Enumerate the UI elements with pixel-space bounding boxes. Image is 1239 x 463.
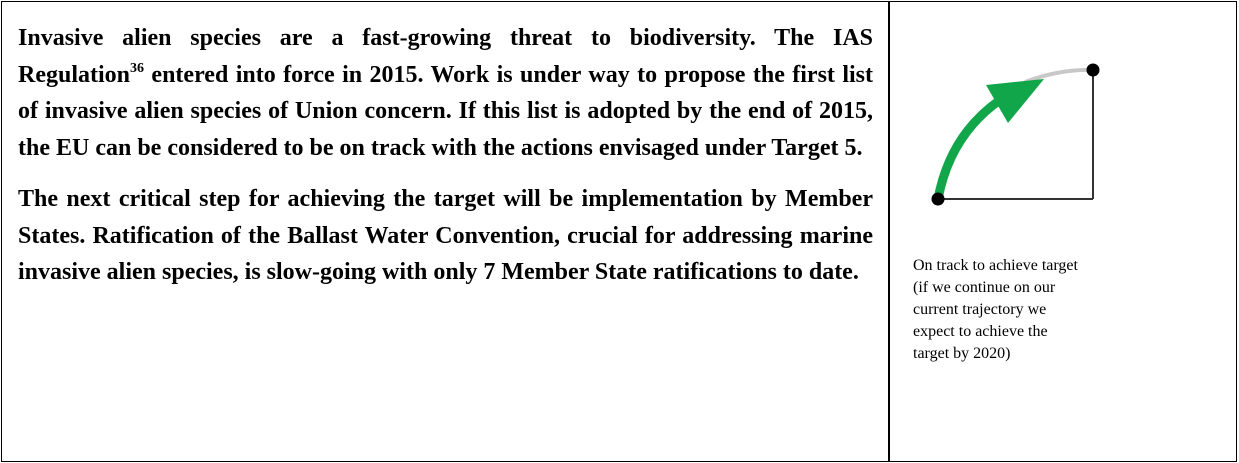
arrow-head [986,79,1044,123]
caption-line: (if we continue on our [913,279,1056,296]
end-dot [1086,63,1100,77]
text-cell: Invasive alien species are a fast-growin… [18,20,873,305]
text: entered into force in 2015. Work is unde… [18,61,873,162]
paragraph: The next critical step for achieving the… [18,185,873,286]
caption-line: On track to achieve target [913,257,1078,274]
paragraph: Invasive alien species are a fast-growin… [18,20,873,167]
text: Invasive alien species are a fast-growin… [18,25,873,88]
caption: On track to achieve target (if we continu… [913,255,1078,365]
start-dot [931,192,945,206]
progress-arrow [933,96,1003,200]
caption-line: target by 2020) [913,345,1011,362]
caption-line: expect to achieve the [913,323,1048,340]
caption-line: current trajectory we [913,301,1047,318]
footnote-ref: 36 [130,60,145,76]
trend-icon [931,63,1100,206]
cell-divider [888,1,890,462]
